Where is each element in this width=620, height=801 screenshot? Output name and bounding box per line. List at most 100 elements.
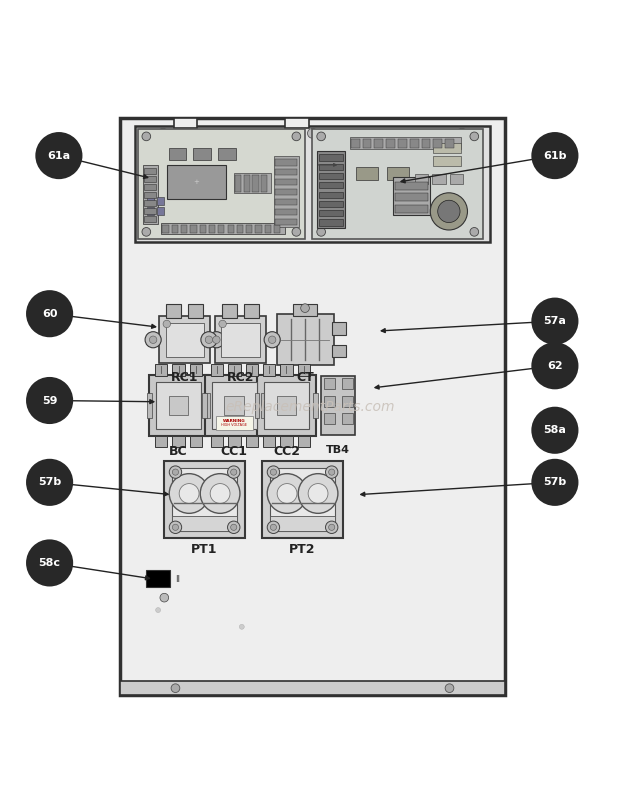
Circle shape xyxy=(430,193,467,230)
Bar xyxy=(277,396,296,416)
Bar xyxy=(200,225,206,233)
Bar xyxy=(252,175,259,191)
Circle shape xyxy=(298,473,338,513)
Bar xyxy=(319,201,343,207)
Circle shape xyxy=(213,336,220,344)
Bar xyxy=(261,175,267,191)
Circle shape xyxy=(208,332,224,348)
Circle shape xyxy=(172,524,179,530)
Bar xyxy=(212,382,257,429)
Text: 58c: 58c xyxy=(38,558,61,568)
Bar xyxy=(205,393,210,418)
Bar xyxy=(298,436,310,447)
Bar xyxy=(159,572,169,586)
Bar xyxy=(246,436,258,447)
Bar xyxy=(433,156,461,166)
Bar xyxy=(342,413,353,424)
Text: 57a: 57a xyxy=(544,316,566,326)
Bar xyxy=(209,225,215,233)
Bar xyxy=(415,174,428,183)
Bar xyxy=(363,139,371,148)
Bar xyxy=(144,168,156,174)
Bar xyxy=(211,436,223,447)
Bar xyxy=(277,314,334,365)
Bar xyxy=(274,225,280,233)
Bar xyxy=(264,382,309,429)
Text: RC2: RC2 xyxy=(227,371,254,384)
Bar xyxy=(146,570,170,586)
Bar xyxy=(263,364,275,376)
Text: 58a: 58a xyxy=(544,425,566,435)
Bar xyxy=(324,396,335,407)
Bar xyxy=(222,304,237,318)
Circle shape xyxy=(292,132,301,141)
Text: PT2: PT2 xyxy=(290,543,316,556)
Bar xyxy=(144,216,156,222)
Circle shape xyxy=(172,469,179,475)
Circle shape xyxy=(326,521,338,533)
Text: CT: CT xyxy=(296,371,314,384)
Bar xyxy=(169,147,186,160)
Circle shape xyxy=(531,132,578,179)
Text: CC1: CC1 xyxy=(221,445,248,458)
Bar xyxy=(410,139,418,148)
Bar xyxy=(172,364,185,376)
Bar xyxy=(319,163,343,170)
Bar xyxy=(167,165,226,199)
Text: 61b: 61b xyxy=(543,151,567,160)
Bar xyxy=(350,137,461,150)
Circle shape xyxy=(329,524,335,530)
Bar xyxy=(146,393,151,418)
Circle shape xyxy=(142,227,151,236)
Bar xyxy=(450,174,463,183)
Bar xyxy=(228,436,241,447)
Bar xyxy=(147,197,154,204)
Circle shape xyxy=(326,466,338,478)
Bar xyxy=(262,461,343,538)
Bar xyxy=(144,192,156,198)
Bar xyxy=(120,682,505,695)
Bar xyxy=(387,167,409,180)
Bar xyxy=(275,169,297,175)
Bar xyxy=(161,223,285,235)
Circle shape xyxy=(270,524,277,530)
Bar xyxy=(321,376,355,435)
Bar xyxy=(255,393,260,418)
Text: 57b: 57b xyxy=(38,477,61,487)
Text: II: II xyxy=(175,574,180,584)
Circle shape xyxy=(26,539,73,586)
Bar xyxy=(319,219,343,226)
Circle shape xyxy=(267,521,280,533)
Bar xyxy=(244,304,259,318)
Circle shape xyxy=(268,336,276,344)
Bar xyxy=(262,393,266,418)
Bar xyxy=(319,173,343,179)
Circle shape xyxy=(142,132,151,141)
Bar xyxy=(342,396,353,407)
Text: 60: 60 xyxy=(42,308,57,319)
Bar xyxy=(319,183,343,188)
Bar xyxy=(293,304,317,316)
Circle shape xyxy=(156,608,161,613)
Bar xyxy=(190,436,202,447)
Bar xyxy=(275,179,297,185)
Bar xyxy=(218,147,236,160)
Bar xyxy=(166,323,204,356)
Bar xyxy=(181,225,187,233)
Bar xyxy=(215,316,266,363)
Bar xyxy=(275,199,297,205)
Circle shape xyxy=(158,128,168,139)
Circle shape xyxy=(267,473,307,513)
Circle shape xyxy=(169,521,182,533)
Bar xyxy=(205,375,264,436)
Bar xyxy=(332,344,346,357)
Bar xyxy=(374,139,383,148)
Circle shape xyxy=(457,128,467,139)
Bar xyxy=(120,119,505,695)
Bar xyxy=(224,396,244,416)
Circle shape xyxy=(160,594,169,602)
Bar xyxy=(386,139,395,148)
Bar xyxy=(432,174,446,183)
Bar xyxy=(144,184,156,190)
Circle shape xyxy=(149,336,157,344)
